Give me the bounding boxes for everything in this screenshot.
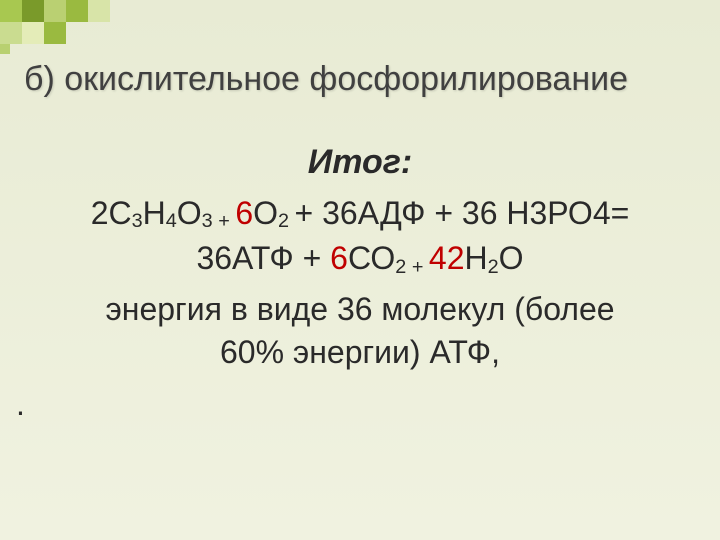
itog-heading: Итог: [0,140,720,186]
deco-square [22,22,44,44]
trailing-dot: . [0,383,720,426]
eq-coef-red: 6 [330,240,348,276]
deco-square [44,22,66,44]
deco-square [66,0,88,22]
eq-plus: + [218,210,235,232]
eq-sub: 2 [488,256,499,278]
deco-square [22,0,44,22]
equation-line-1: 2С3Н4О3 + 6О2 + 36АДФ + 36 Н3РО4= [0,192,720,235]
deco-square [88,0,110,22]
eq-text: СО [348,240,395,276]
eq-sub: 3 [132,210,143,232]
deco-square [0,22,22,44]
eq-text: О [253,195,278,231]
eq-text: О [499,240,524,276]
deco-square [44,0,66,22]
eq-plus: + [412,256,429,278]
eq-text: Н [465,240,488,276]
deco-square [0,44,10,54]
slide-title: б) окислительное фосфорилирование [24,60,628,99]
slide: б) окислительное фосфорилирование Итог: … [0,0,720,540]
deco-square [0,0,22,22]
eq-sub: 2 [278,210,295,232]
eq-text: + 36АДФ + 36 Н3РО4= [295,195,630,231]
slide-content: Итог: 2С3Н4О3 + 6О2 + 36АДФ + 36 Н3РО4= … [0,140,720,426]
eq-text: 2С [91,195,132,231]
eq-text: Н [143,195,166,231]
equation-line-2: 36АТФ + 6СО2 + 42Н2О [0,237,720,280]
eq-sub: 3 [202,210,219,232]
eq-sub: 4 [166,210,177,232]
eq-sub: 2 [395,256,412,278]
eq-coef-red: 42 [429,240,465,276]
energy-line-2: 60% энергии) АТФ, [0,331,720,374]
energy-line-1: энергия в виде 36 молекул (более [0,288,720,331]
eq-coef-red: 6 [235,195,253,231]
eq-text: О [177,195,202,231]
eq-text: 36АТФ + [196,240,330,276]
